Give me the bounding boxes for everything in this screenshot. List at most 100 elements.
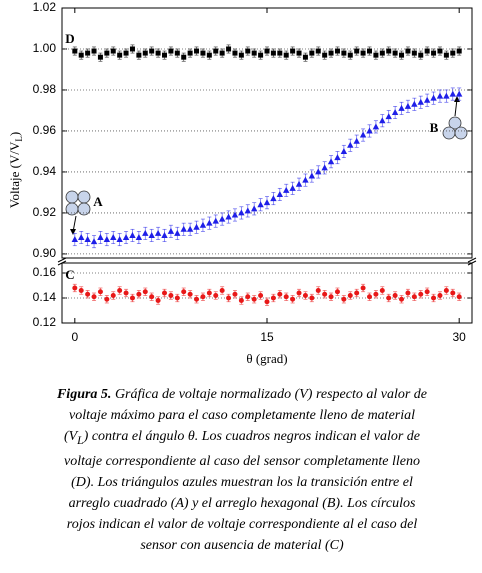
triangle-marker — [231, 211, 239, 218]
triangle-marker — [116, 236, 123, 243]
circle-marker — [97, 289, 103, 295]
circle-marker — [411, 294, 417, 300]
annotation: C — [65, 267, 74, 282]
circle-marker — [174, 295, 180, 301]
circle-marker — [149, 294, 155, 300]
circle-marker — [450, 290, 456, 296]
square-marker — [354, 48, 360, 54]
square-marker — [123, 50, 129, 56]
circle-marker — [360, 285, 366, 291]
y-tick-label: 0.96 — [33, 123, 57, 137]
caption: Figura 5. Gráfica de voltaje normalizado… — [56, 384, 428, 556]
circle-marker — [91, 294, 97, 300]
x-tick-label: 30 — [453, 330, 467, 344]
square-marker — [149, 48, 155, 54]
circle-marker — [264, 299, 270, 305]
square-marker — [347, 52, 353, 58]
square-marker — [181, 54, 187, 60]
triangle-marker — [263, 199, 271, 206]
square-marker — [110, 48, 116, 54]
square-marker — [309, 50, 315, 56]
caption-text: Gráfica de voltaje normalizado (V) respe… — [63, 387, 428, 444]
square-marker — [456, 48, 462, 54]
square-marker — [85, 50, 91, 56]
circle-marker — [238, 298, 244, 303]
circle-marker — [78, 288, 84, 293]
square-marker — [450, 50, 456, 56]
circle-marker — [328, 294, 334, 300]
circle-marker — [117, 288, 123, 293]
triangle-marker — [186, 225, 194, 232]
axis-break — [57, 257, 477, 266]
triangle-marker — [404, 102, 412, 109]
square-marker — [399, 52, 405, 58]
triangle-marker — [270, 195, 277, 202]
x-tick-label: 0 — [71, 330, 78, 344]
triangle-marker — [359, 131, 367, 138]
circle-marker — [162, 290, 167, 296]
circle-marker — [334, 289, 340, 295]
plot-frame — [61, 262, 473, 324]
square-marker — [418, 52, 424, 58]
circle-marker — [85, 291, 91, 297]
circle-marker — [290, 296, 296, 302]
triangle-marker — [308, 172, 316, 179]
circle-marker — [168, 293, 174, 298]
circle-marker — [386, 295, 392, 301]
triangle-marker — [327, 158, 335, 165]
square-marker — [290, 48, 296, 54]
circle-marker — [277, 291, 283, 297]
triangle-marker — [295, 180, 303, 187]
square-marker — [142, 50, 148, 56]
triangle-marker — [110, 234, 117, 241]
circle-marker — [392, 293, 398, 298]
square-marker — [245, 48, 251, 54]
square-marker — [334, 48, 340, 54]
square-marker — [232, 50, 238, 56]
square-marker — [328, 50, 334, 56]
triangle-marker — [238, 209, 245, 216]
circle-marker — [155, 298, 161, 303]
square-marker — [226, 46, 232, 52]
circle-marker — [309, 295, 315, 301]
circle-marker — [200, 294, 206, 300]
triangle-marker — [193, 223, 200, 230]
square-marker — [443, 52, 449, 58]
triangle-marker — [78, 234, 85, 241]
square-marker — [91, 48, 97, 54]
circle-marker — [367, 294, 372, 300]
caption-label: Figura 5. — [56, 387, 112, 402]
circle-marker — [456, 294, 462, 300]
circle-marker — [142, 289, 148, 295]
triangle-marker — [84, 236, 91, 243]
triangle-marker — [167, 227, 175, 234]
triangle-marker — [129, 231, 136, 238]
y-tick-label: 0.92 — [33, 205, 57, 219]
circle-marker — [129, 295, 135, 301]
triangle-marker — [449, 90, 456, 97]
triangle-marker — [71, 236, 79, 243]
triangle-marker — [180, 225, 187, 232]
triangle-marker — [289, 184, 296, 191]
square-marker — [174, 50, 180, 56]
y-tick-label: 0.94 — [33, 164, 57, 178]
square-marker — [296, 50, 302, 56]
triangle-marker — [161, 231, 168, 238]
triangle-marker — [283, 186, 290, 193]
circle-marker — [258, 293, 264, 298]
square-marker — [431, 50, 437, 56]
triangle-marker — [391, 109, 399, 116]
arrow-head — [70, 229, 76, 235]
circle-marker — [322, 291, 328, 297]
triangle-marker — [199, 221, 207, 228]
square-marker — [360, 50, 366, 56]
triangle-marker — [315, 168, 322, 175]
y-tick-label: 0.98 — [33, 82, 57, 96]
square-marker — [238, 52, 244, 58]
square-marker — [424, 48, 430, 54]
circle-marker — [354, 290, 360, 296]
annotation: D — [65, 31, 74, 46]
circle-marker — [232, 291, 238, 297]
square-marker — [117, 52, 123, 58]
square-marker — [129, 46, 135, 52]
